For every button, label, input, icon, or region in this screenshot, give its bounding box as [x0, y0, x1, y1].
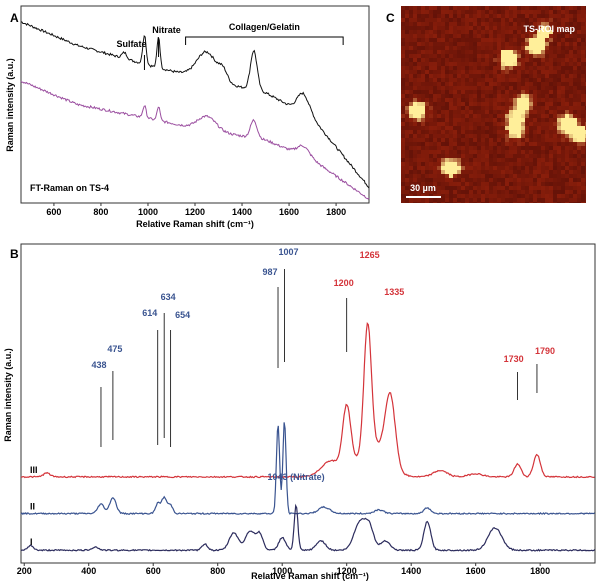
panel-b-tick-label: 200 — [17, 566, 32, 576]
panel-b-series-name: II — [30, 502, 35, 512]
panel-b-series-name: I — [30, 537, 33, 547]
panel-b-series-name: III — [30, 465, 38, 475]
panel-b-tick-label: 1600 — [466, 566, 486, 576]
panel-b-tick-label: 1800 — [530, 566, 550, 576]
panel-a-tick-label: 1600 — [279, 207, 299, 217]
panel-b-curves — [20, 321, 596, 552]
panel-b-tick-label: 1000 — [272, 566, 292, 576]
panel-a-tick-label: 1800 — [326, 207, 346, 217]
panel-a-bracket — [185, 36, 344, 45]
panel-b-x-label: Relative Raman shift (cm⁻¹) — [251, 571, 369, 581]
panel-b-tick-label: 400 — [81, 566, 96, 576]
panel-a-peak-label: Sulfate — [116, 39, 146, 49]
panel-b-peak-label: 1335 — [384, 287, 404, 297]
panel-a: A Sulfate Nitrate Collagen/Gelatin FT-Rama… — [5, 5, 370, 229]
panel-b-peak-label: 475 — [107, 344, 122, 354]
panel-a-annotation: FT-Raman on TS-4 — [30, 183, 109, 193]
panel-a-x-ticks: 600 800 1000 1200 1400 1600 1800 — [46, 203, 346, 217]
panel-b-peak-label: 634 — [161, 292, 176, 302]
panel-b-tick-label: 1200 — [337, 566, 357, 576]
panel-c-title: TS-ROI map — [523, 24, 575, 34]
panel-a-bracket-label: Collagen/Gelatin — [229, 22, 300, 32]
panel-b-tick-label: 600 — [146, 566, 161, 576]
panel-b-peak-label: 614 — [142, 308, 157, 318]
panel-b-peak-label: 1265 — [360, 250, 380, 260]
panel-a-tick-label: 1000 — [138, 207, 158, 217]
panel-b-peak-label: 1043 (Nitrate) — [268, 472, 325, 482]
panel-a-tick-label: 800 — [93, 207, 108, 217]
panel-c-scalebar-label: 30 µm — [410, 183, 436, 193]
panel-b-tick-label: 800 — [210, 566, 225, 576]
panel-b-series-I — [20, 503, 596, 552]
panel-a-letter: A — [10, 11, 19, 25]
panel-b-peak-label: 438 — [91, 360, 106, 370]
panel-a-tick-label: 600 — [46, 207, 61, 217]
panel-a-frame — [20, 5, 370, 204]
panel-b-series-III — [20, 321, 595, 479]
panel-b-peak-label: 1200 — [334, 278, 354, 288]
panel-a-series-1 — [20, 21, 370, 189]
panel-b-frame — [20, 243, 596, 564]
panel-c: C TS-ROI map 30 µm — [386, 6, 586, 203]
panel-a-x-label: Relative Raman shift (cm⁻¹) — [136, 219, 254, 229]
panel-b-peak-label: 654 — [175, 310, 190, 320]
panel-b-peak-label: 987 — [262, 267, 277, 277]
panel-b-letter: B — [10, 247, 19, 261]
panel-b-peak-label: 1790 — [535, 346, 555, 356]
panel-b-series-II — [20, 422, 596, 516]
panel-a-y-label: Raman intensity (a.u.) — [5, 58, 15, 152]
panel-b-tick-label: 1400 — [401, 566, 421, 576]
panel-b-peak-label: 1730 — [504, 354, 524, 364]
panel-c-map — [401, 6, 586, 203]
panel-b-y-label: Raman intensity (a.u.) — [3, 348, 13, 442]
panel-b-x-ticks: 200 400 600 800 1000 1200 1400 1600 1800 — [17, 563, 550, 576]
panel-a-series-2 — [20, 80, 370, 200]
panel-a-tick-label: 1400 — [232, 207, 252, 217]
panel-c-letter: C — [386, 11, 395, 25]
panel-a-tick-label: 1200 — [185, 207, 205, 217]
panel-a-peak-labels: Sulfate Nitrate Collagen/Gelatin — [116, 22, 344, 70]
panel-a-curves — [20, 21, 370, 200]
panel-a-peak-label: Nitrate — [152, 25, 181, 35]
panel-b-peak-label: 1007 — [278, 247, 298, 257]
